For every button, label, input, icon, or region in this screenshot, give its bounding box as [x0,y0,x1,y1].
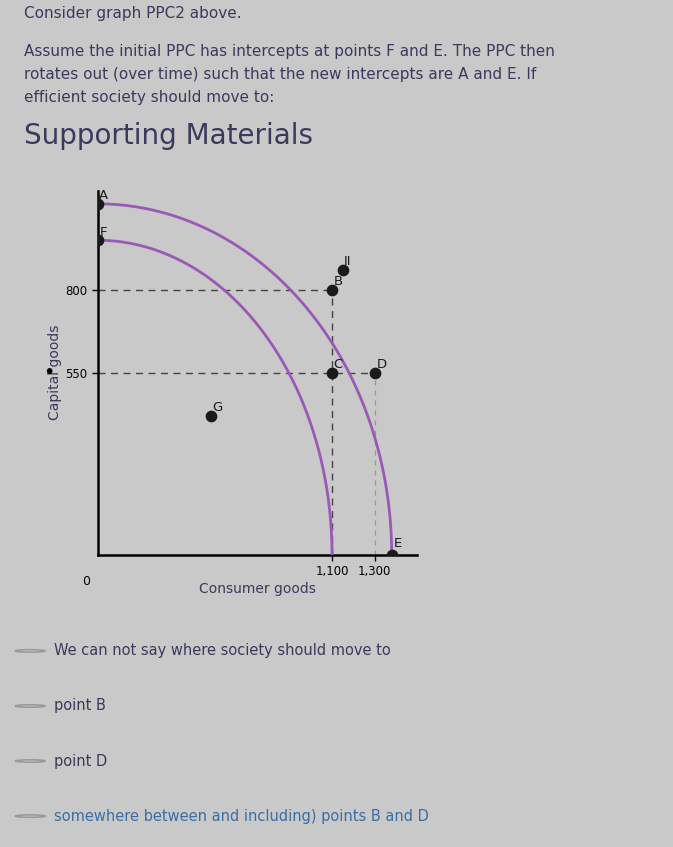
Circle shape [15,705,45,707]
Point [326,366,337,379]
Text: Consider graph PPC2 above.: Consider graph PPC2 above. [24,5,241,20]
Text: We can not say where society should move to: We can not say where society should move… [54,644,390,658]
Circle shape [15,760,45,762]
Text: E: E [394,537,402,550]
X-axis label: Consumer goods: Consumer goods [199,583,316,596]
Circle shape [15,815,45,817]
Text: G: G [212,401,223,414]
Point [326,283,337,296]
Text: D: D [376,358,386,371]
Point [337,263,348,277]
Circle shape [15,650,45,652]
Text: Assume the initial PPC has intercepts at points F and E. The PPC then
rotates ou: Assume the initial PPC has intercepts at… [24,44,555,105]
Point [369,366,380,379]
Text: II: II [344,256,351,268]
Text: C: C [333,358,343,371]
Text: B: B [334,275,343,288]
Text: point D: point D [54,754,107,768]
Text: point B: point B [54,699,106,713]
Text: F: F [100,225,107,239]
Y-axis label: Capital goods: Capital goods [48,325,63,420]
Text: Supporting Materials: Supporting Materials [24,122,312,150]
Text: •: • [43,363,55,382]
Point [92,234,103,247]
Text: somewhere between and including) points B and D: somewhere between and including) points … [54,809,429,823]
Text: 0: 0 [82,575,90,588]
Point [205,409,216,423]
Text: A: A [100,189,108,202]
Point [386,548,397,562]
Point [92,197,103,211]
